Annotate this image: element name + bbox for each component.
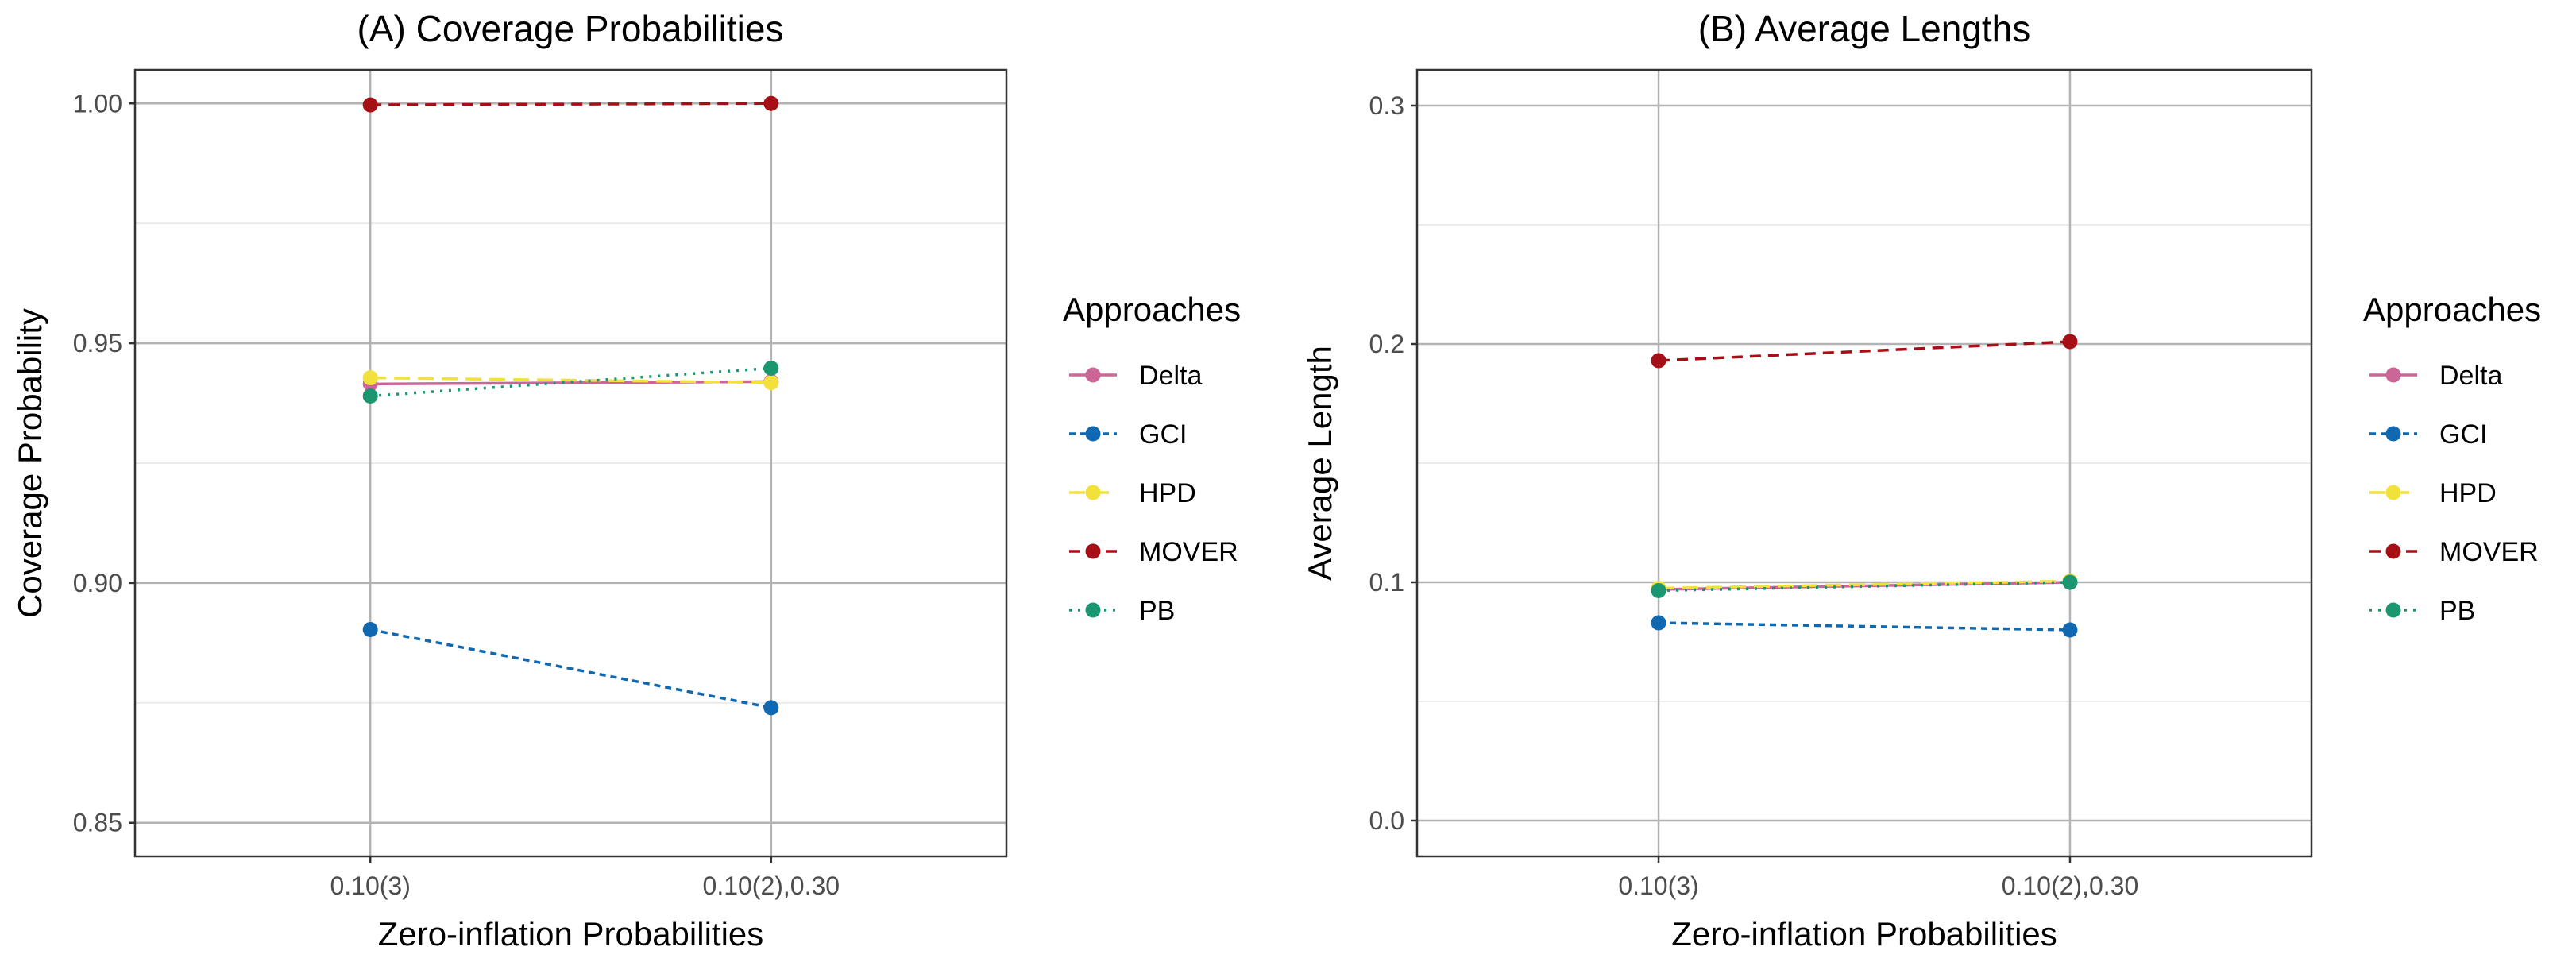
legend-key-point-mover	[2385, 543, 2401, 559]
legend-key-point-gci	[2385, 426, 2401, 442]
legend-key-point-hpd	[1085, 485, 1101, 500]
data-point-gci	[362, 621, 378, 637]
y-tick-label: 0.2	[1369, 330, 1404, 358]
legend-label-gci: GCI	[2439, 419, 2487, 450]
legend-label-delta: Delta	[1139, 361, 1202, 391]
data-point-gci	[763, 700, 779, 716]
data-point-pb	[2062, 574, 2078, 590]
y-tick-label: 0.1	[1369, 568, 1404, 597]
data-point-hpd	[763, 375, 779, 391]
legend: Approaches Delta GCI HPD MOVER PB	[1063, 291, 1241, 626]
x-tick-label: 0.10(2),0.30	[2002, 871, 2139, 900]
y-tick-label: 1.00	[73, 89, 122, 118]
legend-key-point-delta	[2385, 367, 2401, 383]
legend-key-point-delta	[1085, 367, 1101, 383]
legend-key-point-pb	[2385, 602, 2401, 618]
y-tick-label: 0.95	[73, 329, 122, 357]
legend-label-pb: PB	[1139, 596, 1175, 626]
y-axis-title: Average Length	[1301, 346, 1338, 581]
series-line-gci	[369, 628, 772, 709]
y-tick-label: 0.0	[1369, 806, 1404, 835]
plot-border	[1415, 68, 2313, 858]
legend-title: Approaches	[1063, 291, 1241, 328]
y-tick-label: 0.90	[73, 569, 122, 597]
data-point-gci	[1651, 615, 1666, 631]
data-point-mover	[2062, 334, 2078, 350]
chart-panel-b: 0.0 0.1 0.2 0.3 0.10(3) 0.10(2),0.30 (B) Avera…	[1301, 8, 2541, 952]
legend-key-point-pb	[1085, 602, 1101, 618]
legend-label-hpd: HPD	[2439, 478, 2497, 508]
chart-title: (B) Average Lengths	[1698, 8, 2031, 49]
series-line-hpd	[370, 376, 771, 384]
plot-border	[133, 68, 1008, 858]
data-point-gci	[2062, 622, 2078, 638]
legend-title: Approaches	[2363, 291, 2541, 328]
data-point-pb	[1651, 583, 1666, 598]
x-axis-title: Zero-inflation Probabilities	[1671, 915, 2057, 952]
y-axis-title: Coverage Probability	[11, 308, 48, 618]
legend-label-mover: MOVER	[1139, 537, 1238, 567]
x-tick-label: 0.10(2),0.30	[703, 871, 840, 900]
x-tick-label: 0.10(3)	[330, 871, 410, 900]
y-tick-label: 0.3	[1369, 91, 1404, 120]
legend-label-delta: Delta	[2439, 361, 2502, 391]
series-line-gci	[1658, 621, 2071, 632]
data-point-hpd	[362, 370, 378, 386]
legend-label-mover: MOVER	[2439, 537, 2539, 567]
chart-title: (A) Coverage Probabilities	[357, 8, 784, 49]
legend-key-point-mover	[1085, 543, 1101, 559]
chart-panel-a: 0.85 0.90 0.95 1.00 0.10(3) 0.10(2),0.30 (A) C…	[11, 8, 1241, 952]
legend-label-hpd: HPD	[1139, 478, 1196, 508]
data-point-mover	[763, 95, 779, 111]
x-axis-title: Zero-inflation Probabilities	[378, 915, 764, 952]
series-line-pb	[1658, 581, 2071, 593]
data-point-mover	[1651, 353, 1666, 369]
legend-key-point-gci	[1085, 426, 1101, 442]
legend-label-gci: GCI	[1139, 419, 1187, 450]
y-tick-label: 0.85	[73, 809, 122, 837]
series-line-mover	[1658, 340, 2071, 362]
data-point-mover	[362, 97, 378, 113]
series-line-mover	[370, 102, 771, 106]
data-point-pb	[763, 360, 779, 376]
legend-key-point-hpd	[2385, 485, 2401, 500]
legend-label-pb: PB	[2439, 596, 2475, 626]
data-point-pb	[362, 388, 378, 404]
x-tick-label: 0.10(3)	[1618, 871, 1698, 900]
legend: Approaches Delta GCI HPD MOVER PB	[2363, 291, 2541, 626]
